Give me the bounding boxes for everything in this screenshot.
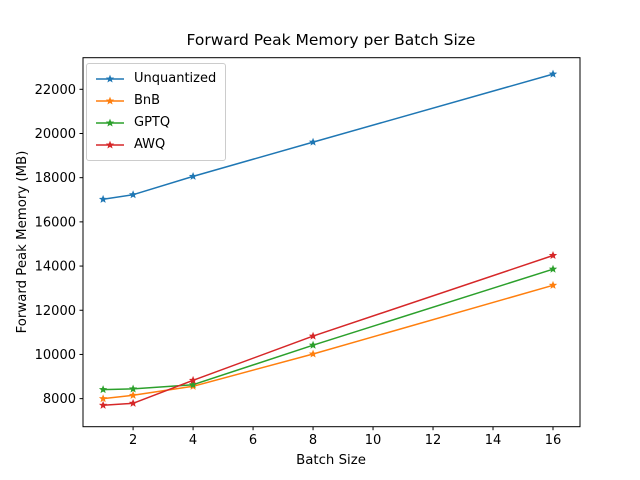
line-awq xyxy=(103,254,554,407)
legend-label-unquantized: Unquantized xyxy=(134,71,217,86)
marker-gptq-batch4 xyxy=(188,380,198,389)
line-gptq xyxy=(103,268,554,391)
marker-unquantized-batch4 xyxy=(188,171,198,180)
marker-bnb-batch2 xyxy=(128,390,138,399)
y-tick-label: 20000 xyxy=(35,127,76,142)
star-icon xyxy=(105,74,115,83)
star-icon xyxy=(105,140,115,149)
x-tick-label: 16 xyxy=(545,433,562,448)
legend-sample-bnb xyxy=(96,96,124,105)
x-tick-label: 4 xyxy=(189,433,197,448)
marker-awq-batch8 xyxy=(308,331,318,340)
y-tick-label: 16000 xyxy=(35,215,76,230)
y-tick-label: 10000 xyxy=(35,348,76,363)
x-tick-label: 8 xyxy=(309,433,317,448)
marker-bnb-batch8 xyxy=(308,349,318,358)
line-bnb xyxy=(103,284,554,400)
legend-item-awq: AWQ xyxy=(95,136,216,154)
y-tick-label: 18000 xyxy=(35,171,76,186)
marker-bnb-batch16 xyxy=(548,280,558,289)
marker-unquantized-batch16 xyxy=(548,69,558,78)
star-icon xyxy=(105,118,115,127)
marker-gptq-batch8 xyxy=(308,340,318,349)
legend-item-bnb: BnB xyxy=(95,92,216,110)
y-tick-label: 12000 xyxy=(35,304,76,319)
y-axis-label: Forward Peak Memory (MB) xyxy=(15,151,30,334)
marker-awq-batch16 xyxy=(548,251,558,260)
chart-title: Forward Peak Memory per Batch Size xyxy=(187,31,476,49)
x-tick-label: 6 xyxy=(249,433,257,448)
marker-awq-batch4 xyxy=(188,375,198,384)
x-tick-label: 14 xyxy=(485,433,502,448)
plot-border xyxy=(82,57,581,428)
marker-awq-batch2 xyxy=(128,398,138,407)
x-tick-label: 10 xyxy=(365,433,382,448)
legend-item-gptq: GPTQ xyxy=(95,114,216,132)
legend-sample-awq xyxy=(96,140,124,149)
x-tick-label: 2 xyxy=(129,433,137,448)
star-icon xyxy=(105,96,115,105)
y-tick-label: 22000 xyxy=(35,83,76,98)
legend-label-awq: AWQ xyxy=(134,137,166,152)
y-tick-label: 14000 xyxy=(35,260,76,275)
legend-sample-unquantized xyxy=(96,74,124,83)
marker-unquantized-batch1 xyxy=(98,194,108,203)
legend-sample-gptq xyxy=(96,118,124,127)
marker-awq-batch1 xyxy=(98,400,108,409)
legend-label-gptq: GPTQ xyxy=(134,115,171,130)
legend-label-bnb: BnB xyxy=(134,93,161,108)
marker-gptq-batch1 xyxy=(98,385,108,394)
marker-unquantized-batch8 xyxy=(308,137,318,146)
x-tick-label: 12 xyxy=(425,433,442,448)
marker-bnb-batch1 xyxy=(98,394,108,403)
y-tick-label: 8000 xyxy=(43,392,76,407)
x-axis-label: Batch Size xyxy=(296,453,366,468)
marker-gptq-batch2 xyxy=(128,384,138,393)
marker-unquantized-batch2 xyxy=(128,190,138,199)
marker-gptq-batch16 xyxy=(548,264,558,273)
legend-item-unquantized: Unquantized xyxy=(95,70,216,88)
legend: Unquantized BnB GPTQ AWQ xyxy=(86,63,227,161)
